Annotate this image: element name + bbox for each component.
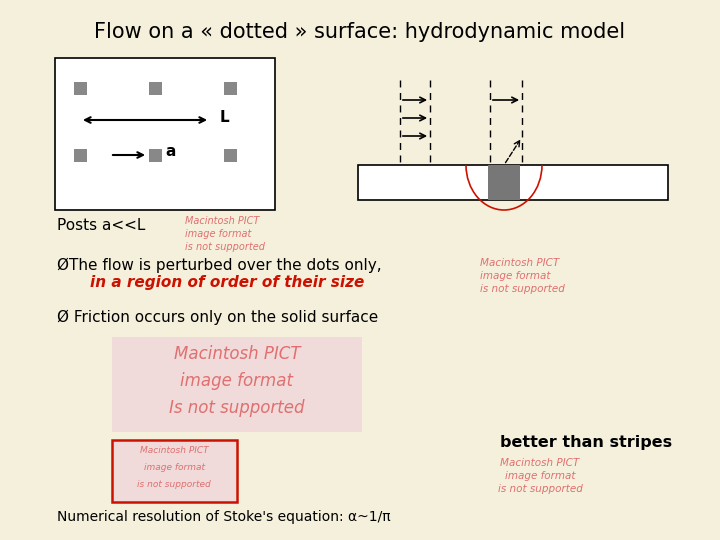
Text: image format: image format (505, 471, 575, 481)
Text: image format: image format (480, 271, 551, 281)
Text: L: L (220, 111, 230, 125)
Text: in a region of order of their size: in a region of order of their size (90, 275, 364, 290)
Text: ØThe flow is perturbed over the dots only,: ØThe flow is perturbed over the dots onl… (57, 258, 382, 273)
Bar (148, 148, 161, 161)
Text: Numerical resolution of Stoke's equation: α~1/π: Numerical resolution of Stoke's equation… (57, 510, 391, 524)
Bar (73, 82, 86, 94)
Text: image format: image format (185, 229, 251, 239)
Bar (223, 82, 236, 94)
Text: better than stripes: better than stripes (500, 435, 672, 450)
Text: a: a (165, 145, 176, 159)
Text: Macintosh PICT: Macintosh PICT (140, 446, 208, 455)
Bar (488, 165, 520, 200)
Bar (148, 82, 161, 94)
Text: Is not supported: Is not supported (169, 399, 305, 417)
Bar (73, 148, 86, 161)
Text: is not supported: is not supported (480, 284, 565, 294)
Bar (358, 165, 668, 200)
Bar (55, 58, 275, 210)
Text: is not supported: is not supported (137, 480, 211, 489)
Text: Macintosh PICT: Macintosh PICT (500, 458, 580, 468)
Bar (112, 337, 362, 432)
Bar (112, 440, 237, 502)
Text: image format: image format (181, 372, 294, 390)
Text: is not supported: is not supported (498, 484, 582, 494)
Bar (223, 148, 236, 161)
Text: Macintosh PICT: Macintosh PICT (480, 258, 559, 268)
Text: Macintosh PICT: Macintosh PICT (174, 345, 300, 363)
Text: Posts a<<L: Posts a<<L (57, 218, 145, 233)
Text: image format: image format (143, 463, 204, 472)
Text: Ø Friction occurs only on the solid surface: Ø Friction occurs only on the solid surf… (57, 310, 378, 325)
Text: is not supported: is not supported (185, 242, 265, 252)
Text: Macintosh PICT: Macintosh PICT (185, 216, 259, 226)
Text: Flow on a « dotted » surface: hydrodynamic model: Flow on a « dotted » surface: hydrodynam… (94, 22, 626, 42)
